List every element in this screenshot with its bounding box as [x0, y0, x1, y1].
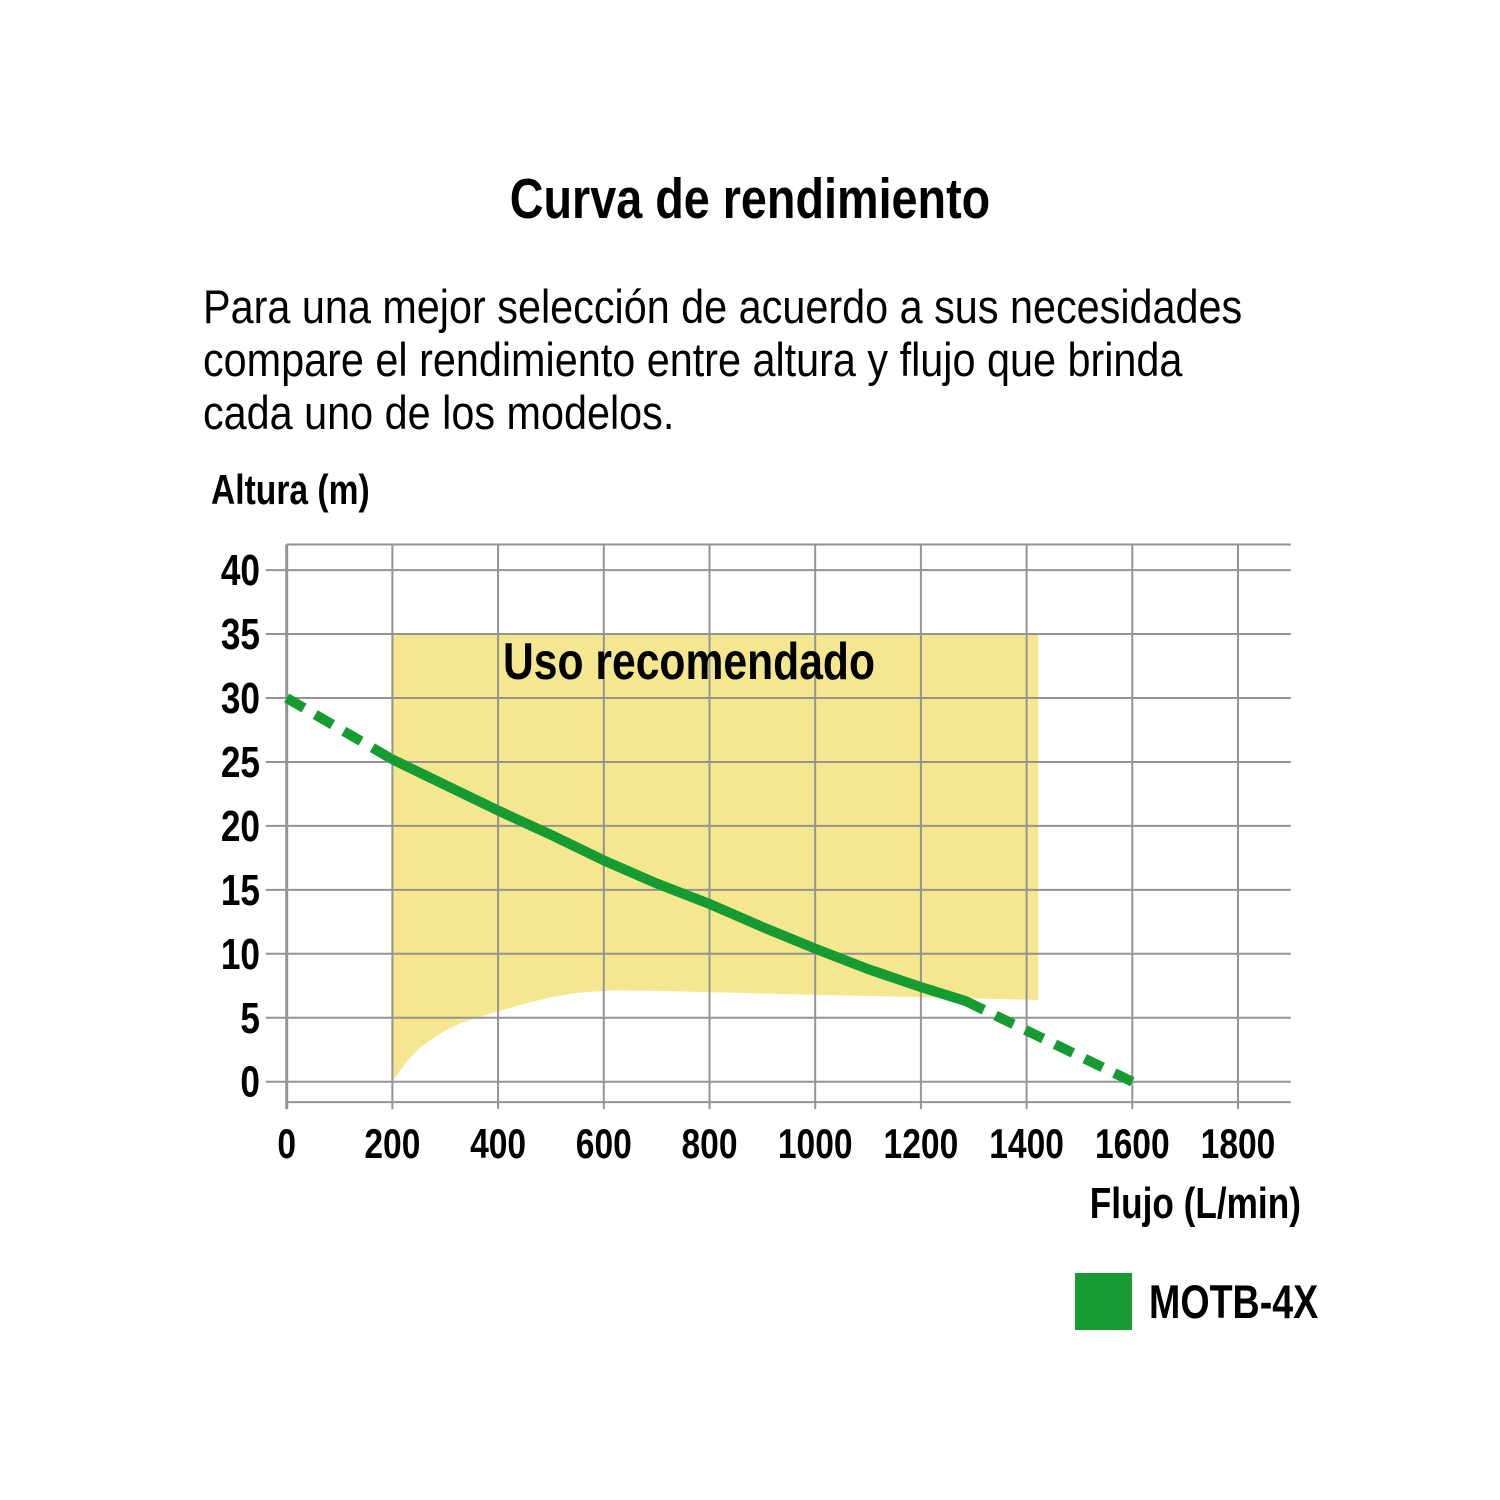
x-tick-label: 400: [470, 1122, 526, 1168]
legend-label: MOTB-4X: [1149, 1275, 1319, 1328]
y-axis-label: Altura (m): [211, 466, 370, 513]
curve-dashed-segment: [284, 693, 395, 764]
title-row: Curva de rendimiento: [0, 166, 1500, 232]
y-tick-label: 35: [221, 610, 260, 659]
x-tick-label: 1800: [1201, 1122, 1276, 1168]
description: Para una mejor selección de acuerdo a su…: [203, 280, 1384, 439]
description-line: Para una mejor selección de acuerdo a su…: [203, 280, 1243, 333]
y-tick-label: 10: [221, 930, 260, 979]
y-tick-label: 25: [221, 738, 260, 787]
legend-swatch: [1075, 1273, 1132, 1330]
y-tick-label: 15: [221, 866, 260, 915]
recommended-region: [392, 634, 1039, 1082]
x-tick-label: 1600: [1095, 1122, 1170, 1168]
page-title: Curva de rendimiento: [509, 167, 991, 231]
x-tick-label: 800: [681, 1122, 737, 1168]
x-tick-label: 600: [576, 1122, 632, 1168]
x-tick-label: 1000: [778, 1122, 853, 1168]
description-line: cada uno de los modelos.: [203, 386, 675, 439]
y-tick-label: 20: [221, 802, 260, 851]
x-axis-label: Flujo (L/min): [1089, 1179, 1301, 1228]
y-tick-label: 5: [240, 994, 260, 1043]
x-tick-label: 200: [364, 1122, 420, 1168]
x-tick-label: 1400: [989, 1122, 1064, 1168]
curve-solid-segment: [387, 754, 971, 1007]
recommended-use-label: Uso recomendado: [503, 633, 875, 691]
legend: MOTB-4X: [1075, 1273, 1361, 1330]
y-tick-label: 0: [240, 1058, 260, 1107]
y-tick-label: 30: [221, 674, 260, 723]
curve-dashed-segment: [963, 996, 1135, 1087]
x-tick-label: 0: [277, 1122, 296, 1168]
description-line: compare el rendimiento entre altura y fl…: [203, 333, 1183, 386]
y-tick-label: 40: [221, 546, 260, 595]
x-tick-label: 1200: [884, 1122, 959, 1168]
